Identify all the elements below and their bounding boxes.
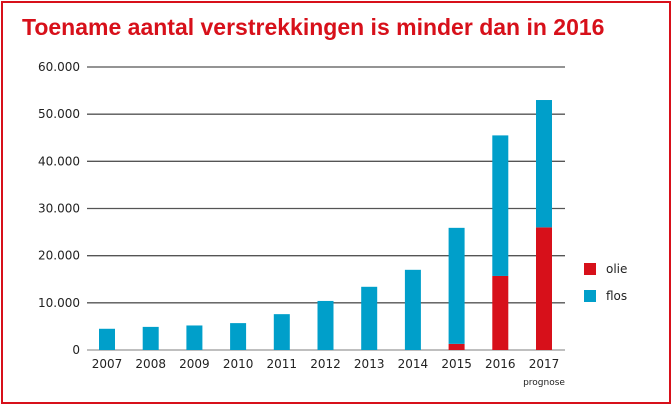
- bar-olie-2017: [536, 227, 552, 350]
- legend-swatch-olie: [584, 263, 596, 275]
- x-tick-label: 2014: [398, 357, 429, 371]
- bar-flos-2017: [536, 100, 552, 228]
- legend-item-flos: flos: [584, 289, 627, 303]
- x-tick-label: 2017: [529, 357, 560, 371]
- x-tick-label: 2008: [135, 357, 166, 371]
- x-tick-label: 2010: [223, 357, 254, 371]
- bar-flos-2014: [404, 269, 421, 350]
- y-tick-label: 30.000: [38, 202, 80, 216]
- legend-swatch-flos: [584, 290, 596, 302]
- bar-flos-2008: [142, 326, 159, 350]
- y-tick-label: 10.000: [38, 296, 80, 310]
- bar-flos-2007: [99, 328, 115, 350]
- y-tick-label: 40.000: [38, 154, 80, 168]
- bar-flos-2012: [317, 300, 334, 350]
- y-tick-label: 50.000: [38, 107, 80, 121]
- x-tick-note: prognose: [523, 378, 565, 388]
- bar-flos-2010: [230, 323, 247, 350]
- x-tick-label: 2016: [485, 357, 516, 371]
- legend-label-olie: olie: [606, 262, 628, 276]
- x-tick-label: 2015: [441, 357, 472, 371]
- x-tick-label: 2013: [354, 357, 385, 371]
- legend-label-flos: flos: [606, 289, 628, 303]
- x-tick-label: 2012: [310, 357, 341, 371]
- y-tick-label: 0: [72, 343, 80, 357]
- y-tick-label: 20.000: [38, 249, 80, 263]
- legend-item-olie: olie: [584, 262, 627, 276]
- x-tick-label: 2007: [92, 357, 123, 371]
- bar-olie-2016: [492, 275, 509, 350]
- bar-flos-2009: [186, 325, 203, 350]
- bar-flos-2015: [448, 227, 465, 344]
- bar-olie-2015: [448, 343, 465, 350]
- bar-flos-2011: [273, 314, 290, 350]
- y-tick-label: 60.000: [38, 60, 80, 74]
- bar-flos-2016: [492, 135, 509, 276]
- bar-flos-2013: [361, 286, 378, 350]
- x-tick-label: 2009: [179, 357, 210, 371]
- x-tick-label: 2011: [267, 357, 298, 371]
- chart-title: Toename aantal verstrekkingen is minder …: [22, 14, 605, 40]
